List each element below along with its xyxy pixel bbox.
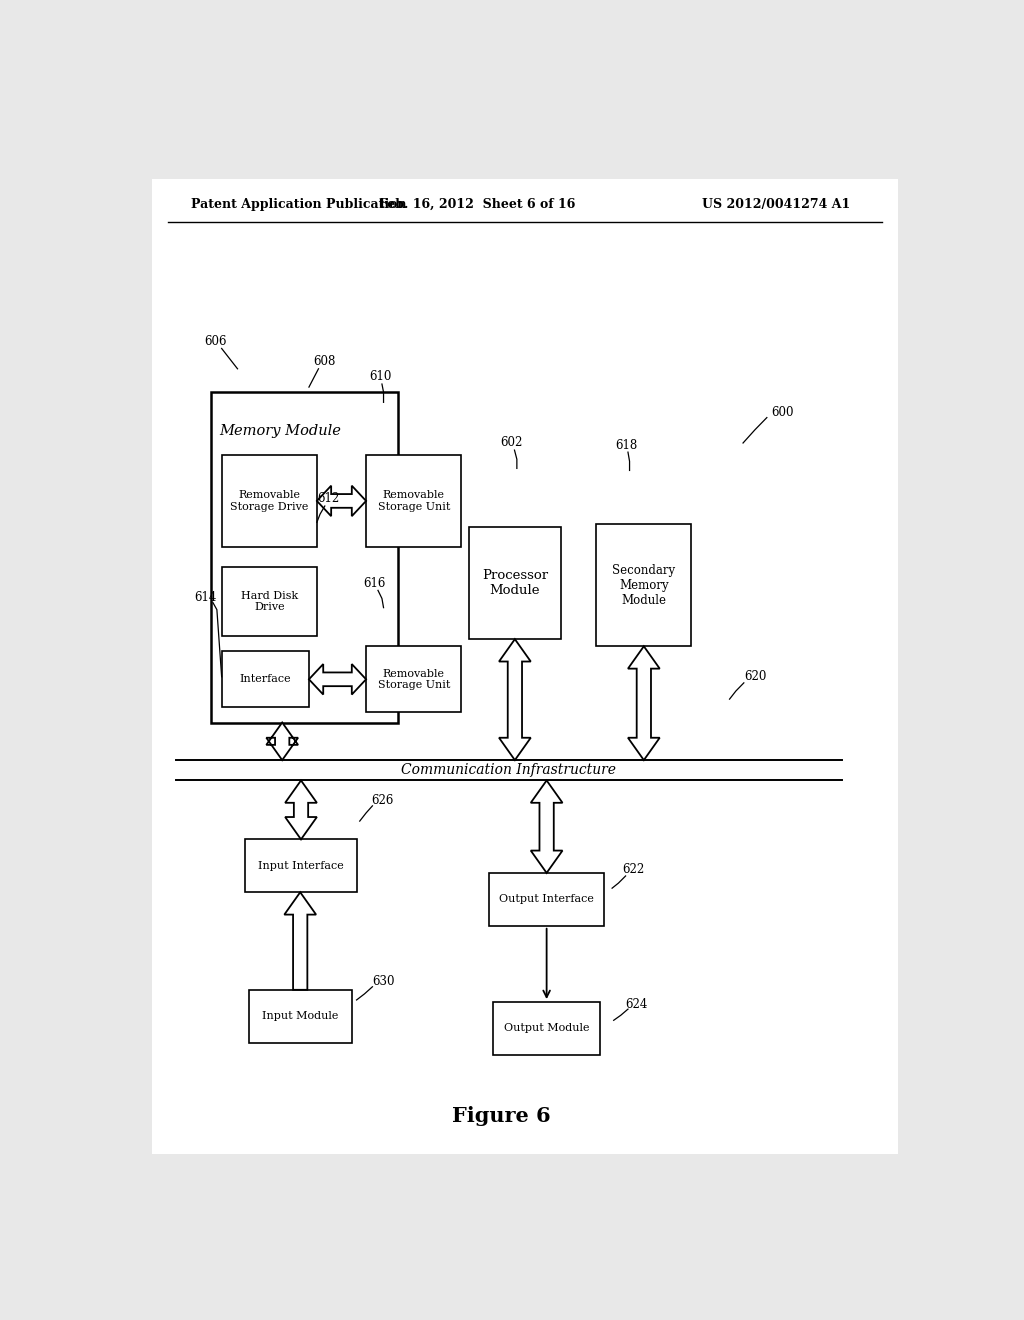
FancyBboxPatch shape <box>246 840 356 892</box>
Text: 630: 630 <box>373 975 395 989</box>
Text: 618: 618 <box>615 438 638 451</box>
Text: Interface: Interface <box>240 675 291 684</box>
Text: Patent Application Publication: Patent Application Publication <box>191 198 407 211</box>
FancyBboxPatch shape <box>494 1002 600 1055</box>
Polygon shape <box>285 780 316 840</box>
FancyBboxPatch shape <box>152 178 898 1155</box>
Text: 624: 624 <box>626 998 648 1011</box>
Text: Output Interface: Output Interface <box>499 895 594 904</box>
Polygon shape <box>499 639 530 760</box>
Text: Output Module: Output Module <box>504 1023 590 1034</box>
Text: 616: 616 <box>362 577 385 590</box>
Polygon shape <box>285 892 316 990</box>
Text: Feb. 16, 2012  Sheet 6 of 16: Feb. 16, 2012 Sheet 6 of 16 <box>379 198 575 211</box>
Text: Input Module: Input Module <box>262 1011 338 1022</box>
Polygon shape <box>309 664 367 694</box>
Polygon shape <box>316 486 367 516</box>
FancyBboxPatch shape <box>221 651 309 708</box>
Text: Processor
Module: Processor Module <box>482 569 548 597</box>
Polygon shape <box>530 780 562 873</box>
Text: Secondary
Memory
Module: Secondary Memory Module <box>612 564 676 607</box>
Text: 600: 600 <box>771 407 794 418</box>
FancyBboxPatch shape <box>367 455 461 546</box>
Text: 610: 610 <box>370 371 391 383</box>
Text: US 2012/0041274 A1: US 2012/0041274 A1 <box>701 198 850 211</box>
FancyBboxPatch shape <box>221 568 316 636</box>
Text: 626: 626 <box>371 795 393 808</box>
Text: 620: 620 <box>743 671 766 684</box>
Polygon shape <box>266 722 298 760</box>
Text: 614: 614 <box>194 591 216 605</box>
Polygon shape <box>628 647 659 760</box>
Text: 602: 602 <box>500 437 522 450</box>
Text: Hard Disk
Drive: Hard Disk Drive <box>241 591 298 612</box>
Text: Figure 6: Figure 6 <box>452 1106 550 1126</box>
Text: Removable
Storage Unit: Removable Storage Unit <box>378 668 450 690</box>
FancyBboxPatch shape <box>596 524 691 647</box>
Text: 608: 608 <box>313 355 336 368</box>
FancyBboxPatch shape <box>469 528 560 639</box>
Text: Communication Infrastructure: Communication Infrastructure <box>401 763 616 777</box>
FancyBboxPatch shape <box>367 647 461 713</box>
Text: Memory Module: Memory Module <box>219 424 341 438</box>
Text: 612: 612 <box>316 492 339 506</box>
Text: 622: 622 <box>623 863 645 876</box>
FancyBboxPatch shape <box>211 392 397 722</box>
FancyBboxPatch shape <box>249 990 352 1043</box>
FancyBboxPatch shape <box>221 455 316 546</box>
Text: Removable
Storage Drive: Removable Storage Drive <box>230 490 308 512</box>
Text: 606: 606 <box>204 335 226 348</box>
FancyBboxPatch shape <box>489 873 604 925</box>
Text: Input Interface: Input Interface <box>258 861 344 871</box>
Text: Removable
Storage Unit: Removable Storage Unit <box>378 490 450 512</box>
